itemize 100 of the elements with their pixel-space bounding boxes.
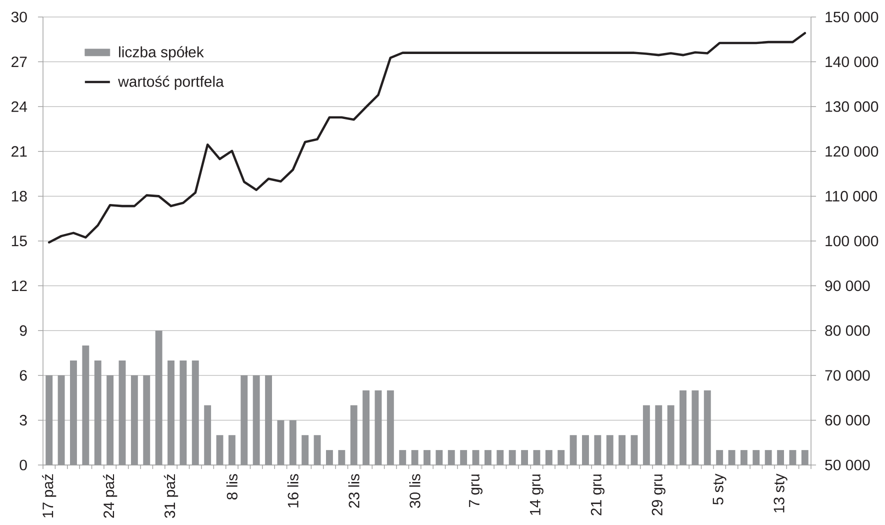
y2-tick-label: 130 000 [826, 101, 878, 112]
bar [106, 375, 114, 465]
bar [484, 450, 492, 465]
bar [789, 450, 796, 465]
x-tick-label: 31 paź [164, 474, 178, 518]
bar [252, 375, 260, 465]
bar [777, 450, 784, 465]
y-tick-label: 21 [12, 146, 27, 157]
bar [642, 405, 650, 465]
y2-tick-label: 90 000 [825, 280, 870, 292]
bar [728, 450, 736, 465]
y2-tick-label: 100 000 [826, 236, 878, 246]
bar [752, 450, 760, 465]
bar [558, 450, 565, 465]
bar [508, 450, 516, 465]
bar [545, 450, 552, 465]
bar [240, 375, 248, 465]
bar [192, 360, 199, 465]
bar [386, 390, 394, 465]
y-tick-label: 15 [12, 236, 27, 246]
y-tick-label: 30 [11, 12, 27, 22]
bar [350, 405, 358, 465]
y2-tick-label: 50 000 [825, 460, 870, 470]
bar [704, 390, 711, 465]
bar [533, 450, 540, 465]
bar [314, 435, 321, 465]
bar [216, 435, 224, 465]
bar [436, 450, 443, 465]
bar [70, 360, 77, 465]
bar [460, 450, 468, 465]
bar [692, 390, 699, 465]
bar [326, 450, 333, 465]
x-tick-label: 17 paź [42, 474, 56, 518]
bar [289, 420, 296, 465]
bar [338, 450, 346, 465]
y2-tick-label: 120 000 [826, 146, 878, 157]
y2-tick-label: 70 000 [825, 370, 870, 381]
bar [265, 375, 272, 465]
bar [302, 435, 309, 465]
y-tick-label: 27 [12, 56, 27, 68]
bar [801, 450, 808, 465]
x-tick-label: 21 gru [590, 474, 604, 516]
bar [582, 435, 589, 465]
bar [570, 435, 577, 465]
bar [411, 450, 418, 465]
y2-tick-label: 150 000 [826, 12, 878, 22]
bar [204, 405, 212, 465]
y-tick-label: 6 [20, 370, 27, 381]
y2-tick-label: 80 000 [825, 325, 870, 336]
bar [594, 435, 602, 465]
y-tick-label: 24 [12, 101, 28, 112]
bar [424, 450, 430, 465]
bar [168, 360, 174, 465]
bar [630, 435, 638, 465]
legend-label: liczba spółek [119, 46, 204, 60]
y-tick-label: 9 [20, 325, 27, 336]
bar [716, 450, 724, 465]
bar [448, 450, 455, 465]
bar [228, 435, 236, 465]
bar [58, 375, 65, 465]
y2-tick-label: 140 000 [826, 56, 878, 68]
y-tick-label: 0 [20, 460, 27, 470]
legend-label: wartość portfela [118, 76, 224, 90]
bar [143, 375, 150, 465]
x-tick-label: 24 paź [102, 474, 118, 518]
bar [496, 450, 504, 465]
bar [655, 405, 662, 465]
y-tick-label: 3 [20, 414, 27, 426]
bar [118, 360, 126, 465]
bar [155, 330, 162, 465]
x-tick-label: 23 lis [348, 474, 360, 508]
y-tick-label: 18 [12, 190, 27, 202]
bar [130, 375, 138, 465]
bar [399, 450, 406, 465]
bar [740, 450, 748, 465]
bar [362, 390, 370, 465]
bar [764, 450, 772, 465]
bar [374, 390, 382, 465]
bar [618, 435, 626, 465]
y2-tick-label: 60 000 [825, 414, 870, 426]
y2-tick-label: 110 000 [826, 190, 878, 202]
x-tick-label: 16 lis [287, 474, 298, 508]
bar [667, 405, 674, 465]
bar [472, 450, 480, 465]
bar [46, 375, 53, 465]
bar [82, 346, 90, 465]
x-tick-label: 7 gru [469, 474, 482, 507]
bar [94, 360, 102, 465]
bar [180, 360, 187, 465]
x-tick-label: 14 gru [530, 474, 544, 515]
bar [606, 435, 614, 465]
bar [680, 390, 686, 465]
bar [277, 420, 284, 465]
y-tick-label: 12 [12, 280, 27, 292]
x-tick-label: 5 sty [712, 474, 726, 505]
x-tick-label: 30 lis [409, 474, 420, 508]
x-tick-label: 13 sty [774, 474, 788, 512]
bar [521, 450, 528, 465]
x-tick-label: 29 gru [652, 474, 666, 516]
x-tick-label: 8 lis [226, 474, 238, 500]
